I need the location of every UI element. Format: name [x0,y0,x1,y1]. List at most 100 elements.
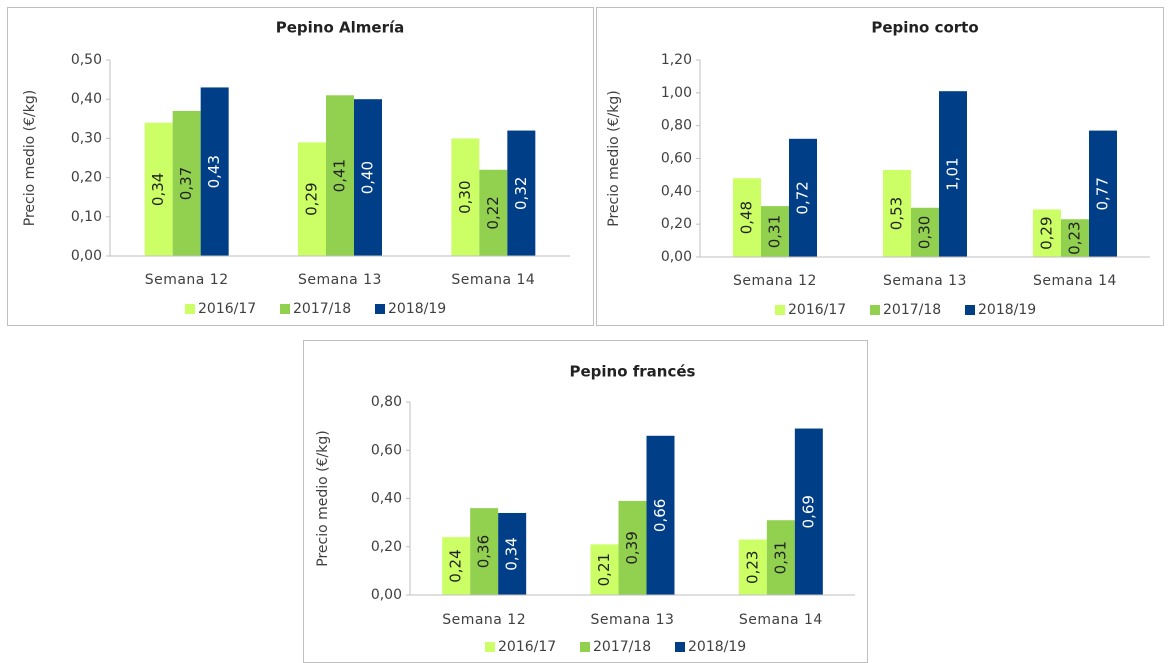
legend-label: 2016/17 [788,302,846,318]
data-label: 0,69 [799,495,817,528]
data-label: 0,66 [651,499,669,532]
y-axis-label: Precio medio (€/kg) [22,90,38,226]
bar [1033,209,1061,257]
x-tick-label: Semana 12 [442,612,526,628]
bar [442,537,471,595]
data-label: 0,40 [359,161,377,194]
data-label: 0,41 [331,159,349,192]
bar [646,435,675,595]
chart-frame [596,7,1164,326]
chart-title: Pepino francés [570,363,696,381]
bar [883,169,911,257]
y-tick-label: 1,00 [661,85,692,101]
data-label: 0,77 [1094,177,1112,210]
y-tick-label: 0,20 [661,216,692,232]
legend-label: 2018/19 [688,639,746,655]
y-tick-label: 0,30 [71,130,102,146]
data-label: 0,29 [303,182,321,215]
bar [451,138,480,256]
data-label: 0,22 [484,196,502,229]
y-tick-label: 0,40 [661,183,692,199]
legend-label: 2017/18 [883,302,941,318]
legend-swatch [965,305,975,315]
bar [470,508,499,595]
bar [200,87,229,256]
bar [794,428,823,595]
data-label: 0,24 [447,549,465,582]
y-tick-label: 0,80 [371,394,402,410]
bar [1061,219,1089,257]
legend-label: 2017/18 [293,301,351,317]
bar [326,95,354,256]
legend-swatch [185,304,195,314]
data-label: 0,72 [794,181,812,214]
bar [144,122,173,256]
data-label: 0,34 [149,173,167,206]
data-label: 0,36 [475,535,493,568]
y-tick-label: 0,00 [661,249,692,265]
legend-label: 2016/17 [198,301,256,317]
y-tick-label: 1,20 [661,52,692,68]
y-tick-label: 0,50 [71,52,102,68]
x-tick-label: Semana 12 [733,273,817,289]
bar [479,169,508,256]
data-label: 0,48 [738,201,756,234]
data-label: 0,23 [743,551,761,584]
legend-swatch [580,642,590,652]
legend-label: 2016/17 [498,639,556,655]
x-tick-label: Semana 14 [739,612,823,628]
legend-swatch [485,642,495,652]
x-tick-label: Semana 13 [883,273,967,289]
bar [733,178,761,257]
data-label: 0,32 [512,177,530,210]
bar [738,539,767,595]
bar [761,206,789,257]
legend-swatch [775,305,785,315]
y-tick-label: 0,10 [71,209,102,225]
bar [354,99,382,256]
bar [939,91,967,257]
x-tick-label: Semana 14 [451,272,535,288]
data-label: 0,34 [503,537,521,570]
data-label: 0,37 [177,167,195,200]
bar [618,500,647,595]
data-label: 0,23 [1066,221,1084,254]
x-tick-label: Semana 13 [298,272,382,288]
legend-label: 2018/19 [978,302,1036,318]
y-tick-label: 0,20 [71,170,102,186]
x-tick-label: Semana 12 [145,272,229,288]
legend-swatch [375,304,385,314]
data-label: 0,21 [595,553,613,586]
chart-title: Pepino Almería [276,19,404,37]
bar [766,520,795,595]
data-label: 1,01 [944,157,962,190]
chart-frame [303,340,868,663]
x-tick-label: Semana 13 [591,612,675,628]
bar [507,130,536,256]
y-axis-label: Precio medio (€/kg) [315,430,331,566]
legend-swatch [870,305,880,315]
y-tick-label: 0,60 [661,151,692,167]
y-tick-label: 0,40 [371,491,402,507]
data-label: 0,30 [916,216,934,249]
y-tick-label: 0,00 [371,587,402,603]
bar [1089,130,1117,257]
bar [498,512,527,595]
y-tick-label: 0,20 [371,539,402,555]
bar [298,142,326,256]
data-label: 0,31 [766,215,784,248]
legend-swatch [675,642,685,652]
data-label: 0,31 [771,541,789,574]
y-tick-label: 0,40 [71,91,102,107]
legend-label: 2017/18 [593,639,651,655]
y-tick-label: 0,00 [71,248,102,264]
x-tick-label: Semana 14 [1033,273,1117,289]
bar [789,138,817,257]
data-label: 0,30 [456,180,474,213]
data-label: 0,53 [888,197,906,230]
bar [911,207,939,257]
y-tick-label: 0,80 [661,118,692,134]
bar [590,544,619,595]
y-tick-label: 0,60 [371,442,402,458]
